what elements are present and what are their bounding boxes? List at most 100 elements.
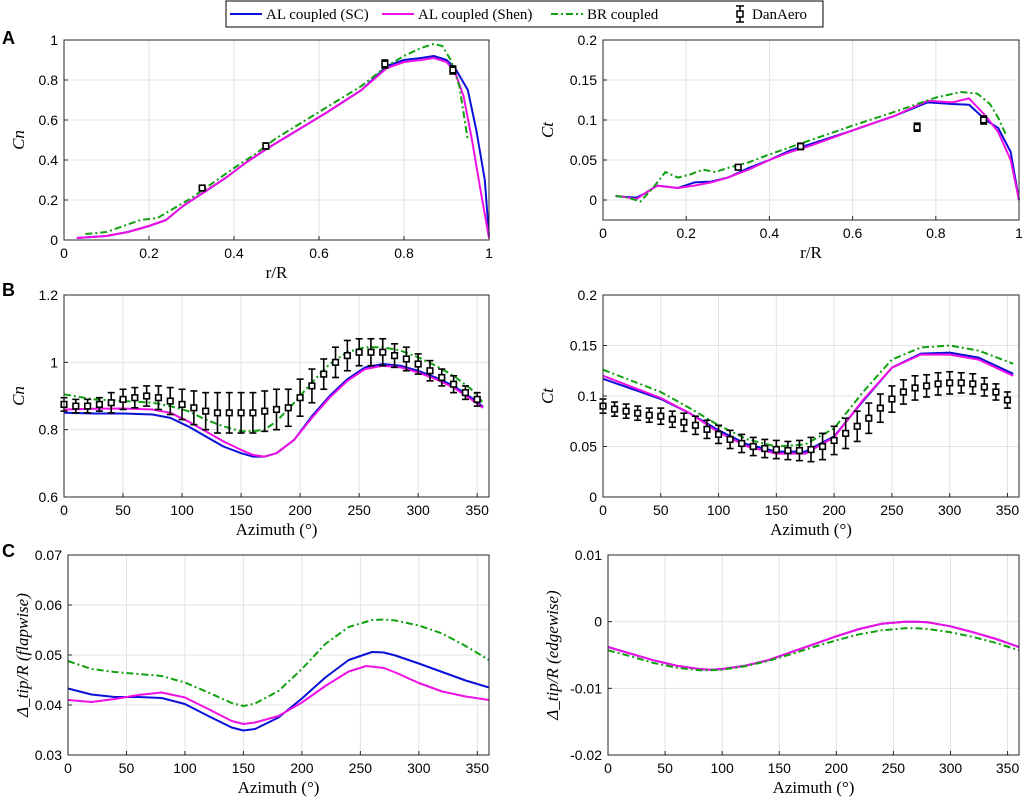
series-line-al-coupled-shen xyxy=(602,353,1014,455)
axes-frame xyxy=(607,554,1020,756)
danaero-point xyxy=(969,372,977,395)
danaero-marker xyxy=(784,446,792,455)
danaero-point xyxy=(818,432,827,461)
danaero-point xyxy=(198,184,206,192)
x-tick-label: 300 xyxy=(406,502,430,518)
x-tick-label: 200 xyxy=(288,502,312,518)
danaero-point xyxy=(738,433,746,454)
x-axis-label: Azimuth (°) xyxy=(770,520,852,539)
danaero-marker xyxy=(438,373,446,382)
danaero-marker xyxy=(308,382,316,390)
y-tick-label: 0.05 xyxy=(570,152,597,168)
legend-label-br: BR coupled xyxy=(587,7,659,23)
x-tick-label: 350 xyxy=(996,760,1020,776)
danaero-point xyxy=(343,339,351,372)
y-axis-label: Δ_tip/R (flapwise) xyxy=(13,593,32,718)
x-tick-label: 100 xyxy=(707,502,731,518)
panel-letter-b: B xyxy=(2,280,15,300)
danaero-point xyxy=(367,337,375,367)
danaero-marker xyxy=(796,142,805,151)
x-tick-label: 0.8 xyxy=(394,245,414,261)
x-tick-label: 200 xyxy=(822,502,846,518)
chart-a-left: 0 0.2 0.4 0.6 0.8 1 0 0.2 0.4 0.6 0.8 1 r/R Cn xyxy=(9,32,493,282)
danaero-marker xyxy=(202,407,210,415)
x-tick-label: 0.4 xyxy=(760,225,780,241)
danaero-marker xyxy=(461,389,469,397)
danaero-marker xyxy=(703,425,711,433)
x-tick-label: 100 xyxy=(170,502,194,518)
x-axis-label: r/R xyxy=(266,263,288,282)
danaero-marker xyxy=(237,409,245,417)
series-line-al-coupled-shen xyxy=(67,665,490,725)
danaero-point xyxy=(119,388,127,411)
plots: 0 0.2 0.4 0.6 0.8 1 0 0.2 0.4 0.6 0.8 1 r/R Cn 0 0.2 0.4… xyxy=(9,32,1023,797)
danaero-point xyxy=(865,402,873,435)
danaero-point xyxy=(143,385,151,407)
danaero-point xyxy=(957,371,965,394)
x-tick-label: 250 xyxy=(882,760,906,776)
series-line-br-coupled xyxy=(67,618,490,707)
danaero-marker xyxy=(143,392,151,400)
y-tick-label: 0 xyxy=(589,192,597,208)
y-tick-label: 0.6 xyxy=(39,489,59,505)
danaero-marker xyxy=(830,436,838,445)
danaero-point xyxy=(202,391,210,431)
danaero-marker xyxy=(72,402,80,410)
danaero-point xyxy=(888,385,896,413)
danaero-marker xyxy=(426,367,434,375)
danaero-marker xyxy=(714,430,723,438)
danaero-point xyxy=(645,407,653,424)
danaero-point xyxy=(922,373,931,398)
y-tick-label: 1 xyxy=(50,32,58,48)
x-tick-label: 50 xyxy=(653,502,669,518)
danaero-marker xyxy=(84,402,92,410)
legend-box xyxy=(225,0,824,28)
danaero-point xyxy=(190,390,198,426)
chart-c-right: 0 50 100 150 200 250 300 350 -0.02 -0.01 0 0.01 Azim… xyxy=(543,547,1020,797)
danaero-marker xyxy=(119,395,127,403)
danaero-point xyxy=(225,391,233,434)
danaero-point xyxy=(1003,391,1012,409)
danaero-marker xyxy=(95,400,104,409)
danaero-point xyxy=(331,346,340,379)
danaero-point xyxy=(657,407,665,426)
x-tick-label: 200 xyxy=(290,760,314,776)
danaero-point xyxy=(796,142,805,151)
danaero-marker xyxy=(734,163,742,171)
danaero-point xyxy=(84,398,92,414)
legend-item-al-sc: AL coupled (SC) xyxy=(230,7,369,23)
danaero-point xyxy=(734,163,742,171)
plot-background xyxy=(64,40,489,240)
danaero-point xyxy=(772,439,780,460)
danaero-point xyxy=(784,440,792,461)
danaero-point xyxy=(284,388,292,428)
plot-background xyxy=(608,555,1019,755)
danaero-marker xyxy=(355,348,363,356)
danaero-marker xyxy=(272,405,281,414)
x-tick-label: 50 xyxy=(119,760,135,776)
danaero-point xyxy=(379,337,387,367)
danaero-marker xyxy=(1003,396,1012,404)
x-tick-label: 0.6 xyxy=(843,225,863,241)
x-tick-label: 0 xyxy=(599,225,607,241)
x-tick-label: 0.6 xyxy=(309,245,329,261)
y-tick-label: 0.03 xyxy=(35,747,62,763)
danaero-marker xyxy=(107,399,115,407)
danaero-point xyxy=(178,388,186,421)
y-tick-label: 0.06 xyxy=(35,597,62,613)
x-tick-label: 1 xyxy=(485,245,493,261)
danaero-marker xyxy=(166,397,174,405)
danaero-point xyxy=(237,391,245,434)
panel-letter-c: C xyxy=(2,541,15,561)
series-line-al-coupled-shen xyxy=(76,57,490,239)
danaero-marker xyxy=(198,184,206,192)
danaero-marker xyxy=(343,351,351,360)
x-axis-label: Azimuth (°) xyxy=(238,778,320,797)
danaero-marker xyxy=(911,384,919,392)
danaero-marker xyxy=(379,348,387,356)
danaero-point xyxy=(913,122,921,132)
danaero-marker xyxy=(946,379,954,387)
y-tick-label: 0.4 xyxy=(39,152,59,168)
x-tick-label: 100 xyxy=(710,760,734,776)
y-tick-label: 0.2 xyxy=(578,32,598,48)
